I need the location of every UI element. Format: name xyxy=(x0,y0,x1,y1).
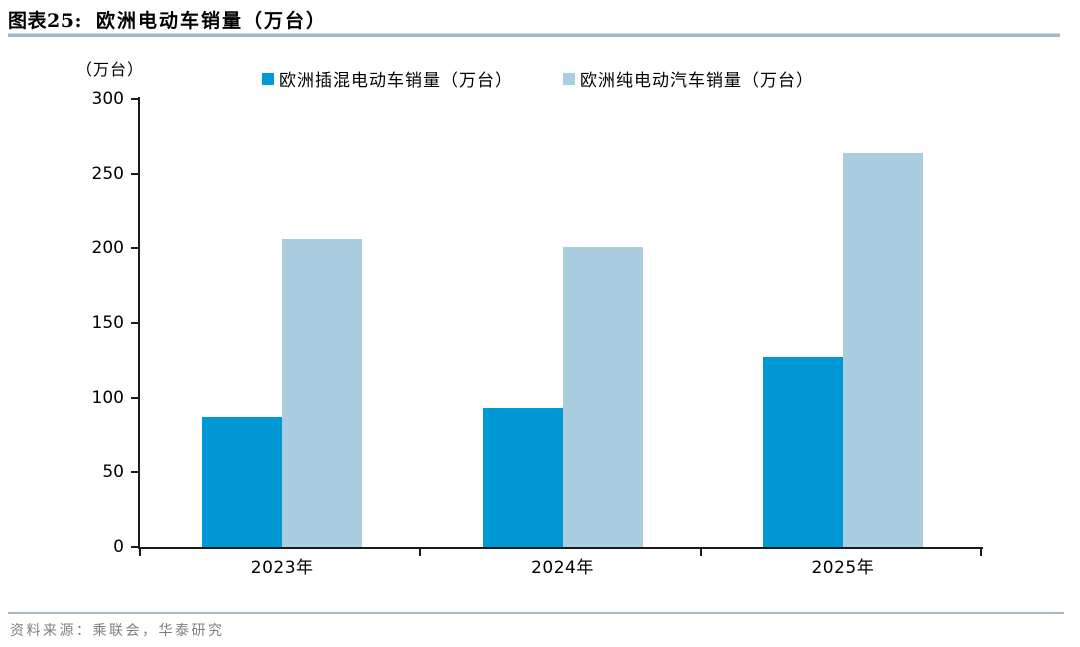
x-axis-tick-mark xyxy=(419,549,422,556)
bar-segment xyxy=(282,239,363,547)
y-axis-tick-label: 300 xyxy=(91,89,124,109)
phev-legend-label: 欧洲插混电动车销量（万台） xyxy=(279,71,513,91)
figure-title: 图表25: 欧洲电动车销量（万台） xyxy=(8,6,327,33)
y-axis-tick-label: 250 xyxy=(91,163,124,184)
y-axis-line xyxy=(138,97,140,549)
x-axis-tick-mark xyxy=(980,549,982,556)
x-axis-line xyxy=(138,547,983,549)
y-axis-tick-label: 100 xyxy=(91,387,124,408)
figure-number-label: 图表25: xyxy=(8,10,82,32)
legend-item-bev: 欧洲纯电动汽车销量（万台） xyxy=(563,66,814,91)
bar-segment xyxy=(762,357,843,547)
y-axis-tick-label: 0 xyxy=(113,537,124,557)
bar-segment xyxy=(842,152,923,547)
y-axis-tick-mark xyxy=(131,546,138,548)
y-axis-tick-mark xyxy=(131,471,138,474)
y-axis-tick-label: 150 xyxy=(91,313,124,333)
phev-legend-swatch-icon xyxy=(262,72,274,85)
x-axis-category-label: 2023年 xyxy=(250,558,314,578)
y-axis-tick-mark xyxy=(131,98,138,100)
bar-segment xyxy=(202,417,283,547)
source-note: 资料来源：乘联会，华泰研究 xyxy=(10,623,225,639)
y-axis-tick-mark xyxy=(131,322,138,324)
footer-divider-line xyxy=(8,612,1064,614)
legend-item-phev: 欧洲插混电动车销量（万台） xyxy=(262,66,513,91)
x-axis-tick-mark xyxy=(699,549,702,556)
x-axis-category-label: 2025年 xyxy=(811,558,875,578)
y-axis-tick-label: 50 xyxy=(102,462,124,483)
bev-legend-label: 欧洲纯电动汽车销量（万台） xyxy=(580,71,814,91)
y-axis-unit-label: （万台） xyxy=(76,60,145,79)
x-axis-tick-mark xyxy=(139,549,141,556)
bar-segment xyxy=(562,246,643,547)
y-axis-tick-mark xyxy=(131,172,138,175)
figure-title-text: 欧洲电动车销量（万台） xyxy=(95,10,327,32)
bar-segment xyxy=(482,408,563,547)
y-axis-tick-label: 200 xyxy=(91,238,124,259)
title-divider-line xyxy=(8,33,1060,37)
bev-legend-swatch-icon xyxy=(563,72,575,85)
y-axis-tick-mark xyxy=(131,396,138,399)
y-axis-tick-mark xyxy=(131,247,138,250)
x-axis-category-label: 2024年 xyxy=(531,558,594,578)
chart-legend: 欧洲插混电动车销量（万台） 欧洲纯电动汽车销量（万台） xyxy=(262,66,814,91)
